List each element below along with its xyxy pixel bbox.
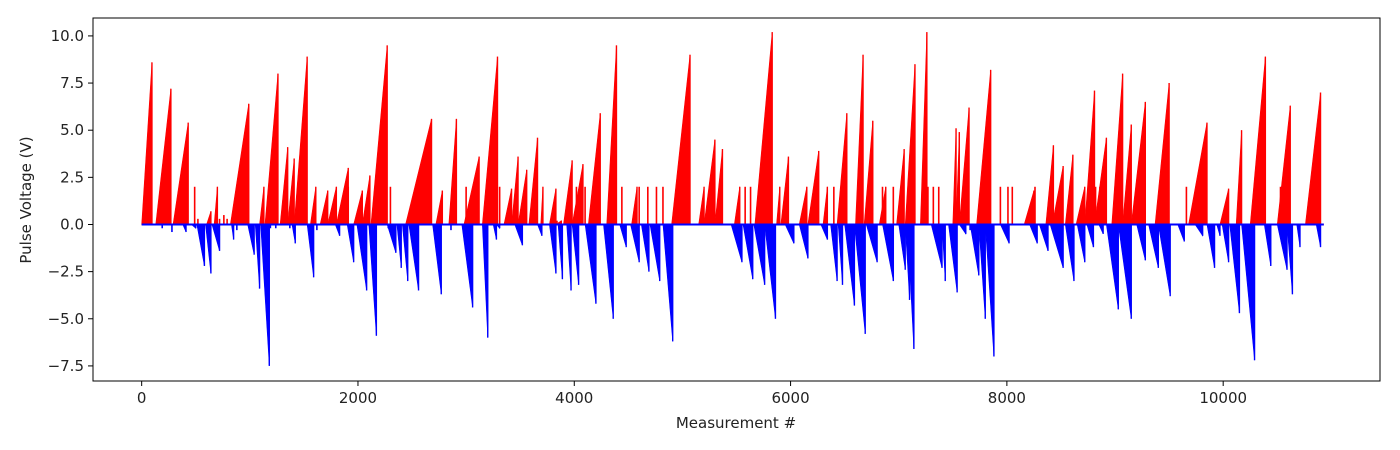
positive-pulse-series <box>141 32 1324 226</box>
y-tick-label: 2.5 <box>60 168 84 186</box>
plot-frame <box>92 17 1381 382</box>
x-axis-label: Measurement # <box>676 414 796 432</box>
y-tick-label: 5.0 <box>60 121 84 139</box>
negative-pulse-series <box>141 223 1324 366</box>
y-tick-label: −7.5 <box>48 357 84 375</box>
x-axis-ticks: 0 2000 4000 6000 8000 10000 <box>137 381 1247 407</box>
y-tick-label: 0.0 <box>60 215 84 233</box>
x-tick-label: 2000 <box>339 389 377 407</box>
x-tick-label: 6000 <box>771 389 809 407</box>
x-tick-label: 0 <box>137 389 147 407</box>
x-tick-label: 10000 <box>1199 389 1247 407</box>
y-axis-ticks: −7.5 −5.0 −2.5 0.0 2.5 5.0 7.5 10.0 <box>48 27 93 375</box>
y-tick-label: 7.5 <box>60 74 84 92</box>
y-tick-label: −2.5 <box>48 263 84 281</box>
y-axis-label: Pulse Voltage (V) <box>17 136 35 263</box>
y-tick-label: −5.0 <box>48 310 84 328</box>
y-tick-label: 10.0 <box>51 27 84 45</box>
x-tick-label: 8000 <box>988 389 1026 407</box>
x-tick-label: 4000 <box>555 389 593 407</box>
